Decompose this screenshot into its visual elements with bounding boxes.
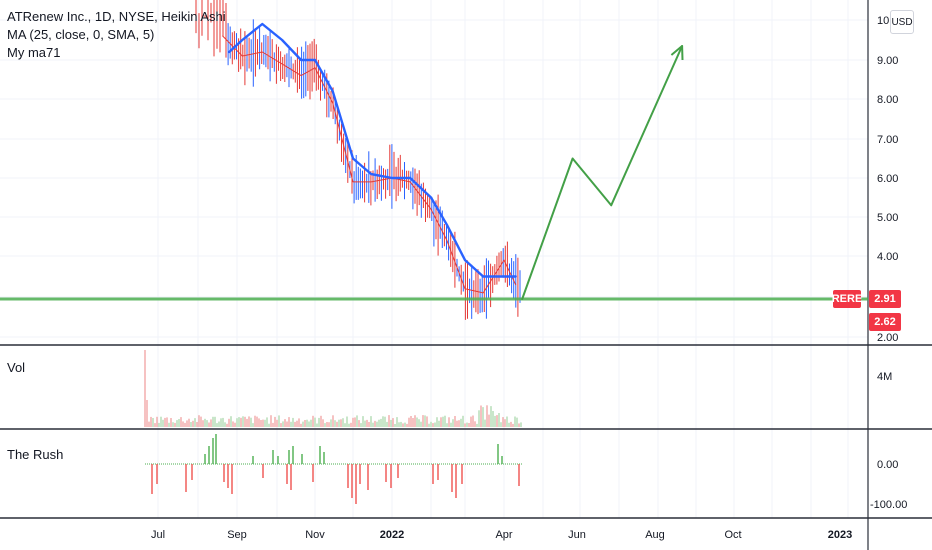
- price-tick-label: 4.00: [877, 251, 898, 263]
- date-tick-label: Apr: [495, 529, 512, 541]
- date-tick-label: 2023: [828, 529, 852, 541]
- price-tag-low: 2.62: [869, 313, 901, 331]
- rush-legend[interactable]: The Rush: [7, 447, 64, 462]
- date-tick-label: Jun: [568, 529, 586, 541]
- currency-badge[interactable]: USD: [890, 10, 914, 34]
- symbol-tag: RERE: [832, 290, 862, 308]
- ma-legend[interactable]: MA (25, close, 0, SMA, 5): [7, 27, 155, 42]
- ma71-legend[interactable]: My ma71: [7, 45, 61, 60]
- price-tick-label: 6.00: [877, 173, 898, 185]
- rush-tick-label: 0.00: [877, 459, 898, 471]
- price-tick-label: 5.00: [877, 212, 898, 224]
- price-tick-label: 8.00: [877, 94, 898, 106]
- price-tick-label: 10: [877, 15, 889, 27]
- ma71-line: [222, 35, 517, 294]
- symbol-legend[interactable]: ATRenew Inc., 1D, NYSE, Heikin Ashi: [7, 9, 226, 24]
- price-tick-label: 9.00: [877, 55, 898, 67]
- price-tick-label: 7.00: [877, 134, 898, 146]
- date-tick-label: Oct: [724, 529, 741, 541]
- date-tick-label: 2022: [380, 529, 404, 541]
- price-tag-current: 2.91: [869, 290, 901, 308]
- date-tick-label: Jul: [151, 529, 165, 541]
- ma-line: [227, 22, 517, 278]
- forecast-arrowhead: [670, 45, 684, 61]
- price-tick-label: 2.00: [877, 332, 898, 344]
- rush-tick-label: -100.00: [870, 499, 907, 511]
- date-tick-label: Aug: [645, 529, 665, 541]
- volume-tick-label: 4M: [877, 371, 892, 383]
- date-tick-label: Nov: [305, 529, 325, 541]
- forecast-line: [521, 45, 684, 300]
- vol-legend[interactable]: Vol: [7, 360, 26, 375]
- date-tick-label: Sep: [227, 529, 247, 541]
